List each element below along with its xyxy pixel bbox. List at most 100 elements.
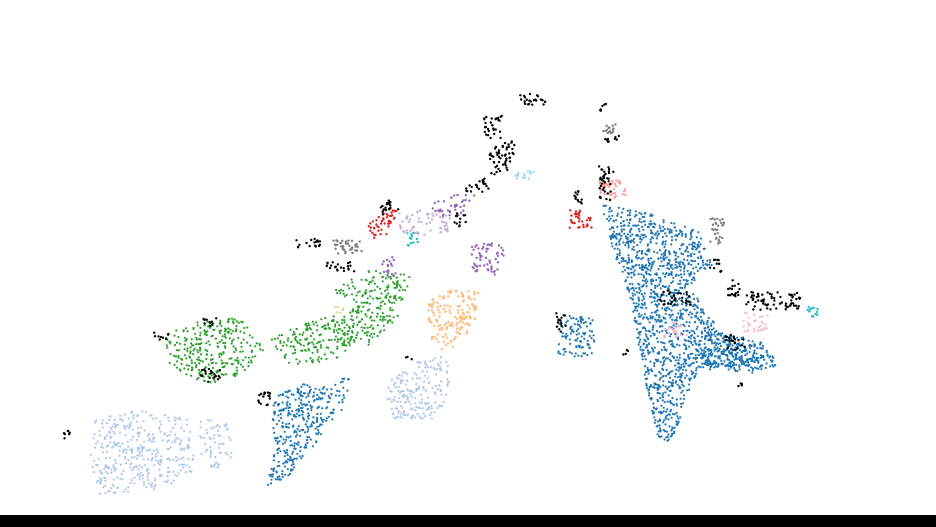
- point: [459, 326, 462, 329]
- point: [694, 354, 697, 357]
- point: [288, 459, 291, 462]
- point: [566, 319, 569, 322]
- point: [685, 321, 688, 324]
- point: [416, 387, 419, 390]
- point: [287, 396, 290, 399]
- point: [259, 402, 262, 405]
- point: [476, 186, 479, 189]
- point: [392, 281, 395, 284]
- point: [609, 190, 612, 193]
- point: [605, 197, 608, 201]
- point: [574, 191, 577, 194]
- point: [189, 430, 192, 434]
- point: [263, 391, 267, 395]
- point: [336, 252, 340, 255]
- point: [461, 300, 465, 303]
- point: [293, 337, 296, 340]
- point: [750, 294, 754, 297]
- point: [342, 394, 345, 397]
- point: [305, 329, 308, 332]
- point: [376, 334, 379, 338]
- point: [301, 413, 304, 416]
- point: [665, 256, 668, 259]
- point: [564, 324, 567, 327]
- point: [815, 310, 819, 314]
- point: [617, 206, 620, 209]
- point: [697, 231, 700, 234]
- point: [425, 222, 428, 225]
- point: [174, 423, 177, 426]
- point: [620, 234, 623, 237]
- point: [236, 356, 239, 359]
- point: [325, 419, 328, 422]
- point: [757, 361, 760, 364]
- point: [300, 399, 303, 402]
- point: [654, 223, 657, 226]
- point: [666, 228, 669, 231]
- point: [306, 426, 309, 429]
- point: [387, 299, 390, 302]
- point: [708, 266, 712, 269]
- point: [753, 349, 756, 352]
- point: [297, 425, 300, 428]
- point: [302, 392, 305, 395]
- point: [314, 387, 317, 390]
- point: [689, 311, 692, 314]
- point: [359, 337, 362, 340]
- point: [656, 433, 659, 436]
- point: [98, 434, 101, 437]
- point: [453, 194, 456, 197]
- point: [204, 348, 207, 351]
- point: [199, 353, 203, 356]
- point: [603, 213, 606, 216]
- point: [390, 272, 394, 276]
- point: [229, 456, 232, 459]
- point: [306, 441, 309, 444]
- point: [333, 338, 337, 341]
- point: [795, 297, 798, 301]
- point: [651, 328, 654, 331]
- point: [631, 233, 634, 236]
- point: [670, 281, 673, 284]
- point: [640, 273, 643, 276]
- point: [346, 332, 349, 335]
- point: [665, 430, 669, 433]
- point: [641, 279, 644, 282]
- point: [351, 281, 354, 284]
- point: [704, 263, 707, 266]
- point: [650, 282, 653, 286]
- point: [180, 439, 183, 442]
- point: [443, 221, 446, 224]
- point: [633, 273, 636, 277]
- point: [661, 307, 664, 310]
- point: [208, 376, 211, 379]
- point: [721, 224, 724, 227]
- point: [99, 481, 103, 484]
- point: [606, 131, 609, 135]
- point: [568, 351, 571, 354]
- point: [379, 304, 382, 308]
- point: [316, 425, 319, 428]
- point: [636, 251, 639, 254]
- point: [96, 479, 99, 482]
- point: [403, 413, 406, 416]
- point: [119, 445, 122, 448]
- point: [753, 319, 756, 323]
- point: [439, 324, 442, 327]
- road-left-blue-cluster: [267, 377, 350, 486]
- point: [525, 98, 528, 101]
- point: [382, 217, 385, 220]
- point: [179, 449, 182, 452]
- point: [381, 213, 385, 216]
- point: [648, 351, 652, 354]
- point: [469, 298, 472, 301]
- point: [734, 368, 737, 371]
- point: [220, 442, 223, 445]
- point: [663, 419, 666, 422]
- point: [738, 342, 741, 345]
- point: [756, 347, 759, 350]
- point: [344, 240, 348, 243]
- point: [389, 307, 392, 310]
- point: [622, 207, 625, 210]
- point: [110, 487, 113, 490]
